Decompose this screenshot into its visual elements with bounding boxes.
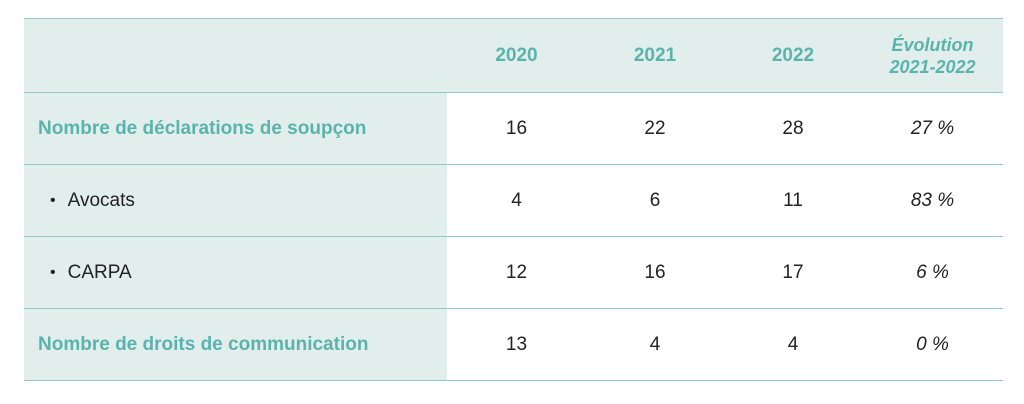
cell-droits-2020: 13 xyxy=(505,333,528,355)
cell-declarations-2020: 16 xyxy=(505,117,528,139)
row-label-avocats: Avocats xyxy=(67,189,135,211)
cell-droits-evolution: 0 % xyxy=(916,333,949,355)
header-year-2021: 2021 xyxy=(633,44,677,66)
bullet-icon: • xyxy=(50,191,56,209)
cell-carpa-2022: 17 xyxy=(782,261,804,283)
cell-droits-2022: 4 xyxy=(787,333,799,355)
header-evolution: Évolution 2021-2022 xyxy=(862,19,1003,92)
row-label-carpa: CARPA xyxy=(67,261,132,283)
header-year-2022: 2022 xyxy=(771,44,815,66)
cell-avocats-2021: 6 xyxy=(649,189,661,211)
header-evolution-line1: Évolution xyxy=(891,34,974,55)
cell-carpa-2020: 12 xyxy=(505,261,528,283)
cell-droits-2021: 4 xyxy=(649,333,661,355)
table-header-row: 2020 2021 2022 Évolution 2021-2022 xyxy=(24,19,1003,93)
table-row-carpa: • CARPA 12 16 17 6 % xyxy=(24,237,1003,309)
cell-avocats-evolution: 83 % xyxy=(910,189,955,211)
header-label-cell xyxy=(24,19,447,92)
cell-avocats-2020: 4 xyxy=(511,189,522,211)
row-label-avocats-cell: • Avocats xyxy=(24,165,447,236)
statistics-table: 2020 2021 2022 Évolution 2021-2022 Nombr… xyxy=(24,18,1003,381)
header-year-2020: 2020 xyxy=(495,44,538,66)
cell-carpa-evolution: 6 % xyxy=(916,261,949,283)
cell-avocats-2022: 11 xyxy=(783,189,803,211)
table-row-avocats: • Avocats 4 6 11 83 % xyxy=(24,165,1003,237)
cell-declarations-2022: 28 xyxy=(782,117,804,139)
table-row-droits: Nombre de droits de communication 13 4 4… xyxy=(24,309,1003,381)
row-label-carpa-cell: • CARPA xyxy=(24,237,447,308)
row-label-droits: Nombre de droits de communication xyxy=(24,309,447,380)
header-evolution-line2: 2021-2022 xyxy=(889,56,976,77)
bullet-icon: • xyxy=(50,263,56,281)
table-row-declarations: Nombre de déclarations de soupçon 16 22 … xyxy=(24,93,1003,165)
cell-declarations-evolution: 27 % xyxy=(910,117,955,139)
cell-declarations-2021: 22 xyxy=(644,117,666,139)
cell-carpa-2021: 16 xyxy=(644,261,666,283)
row-label-declarations: Nombre de déclarations de soupçon xyxy=(24,93,447,164)
